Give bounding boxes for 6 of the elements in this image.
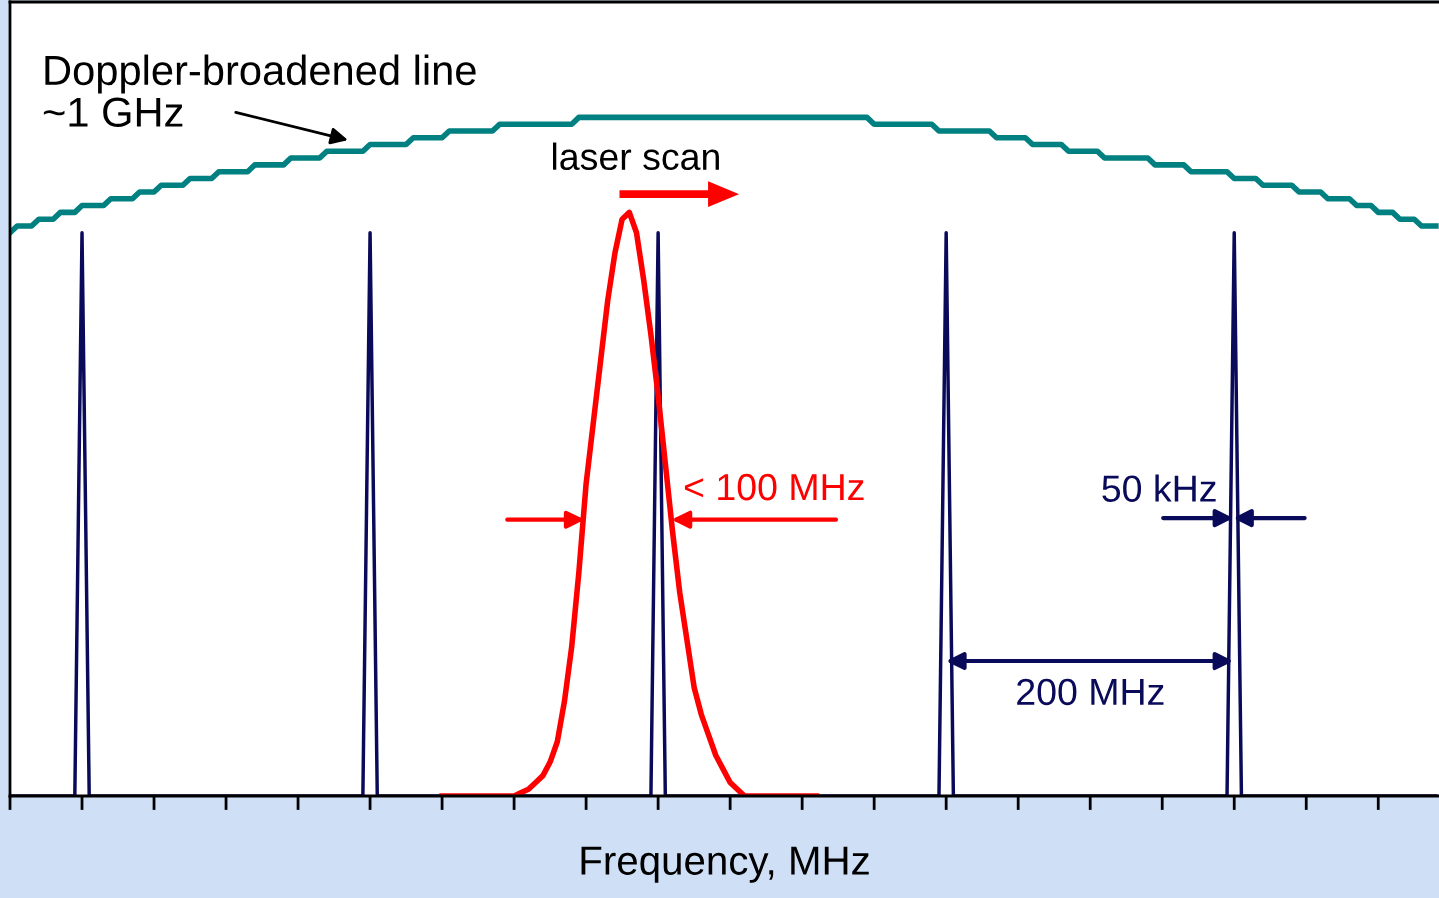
annotation: laser scan [552,142,719,171]
x-axis-title: Frequency, MHz [581,846,869,883]
annotation: 50 kHz [1102,474,1216,502]
annotation: 200 MHz [1017,678,1164,706]
annotation: Doppler-broadened line ~1 GHz [43,54,476,128]
annotation: < 100 MHz [684,473,864,501]
